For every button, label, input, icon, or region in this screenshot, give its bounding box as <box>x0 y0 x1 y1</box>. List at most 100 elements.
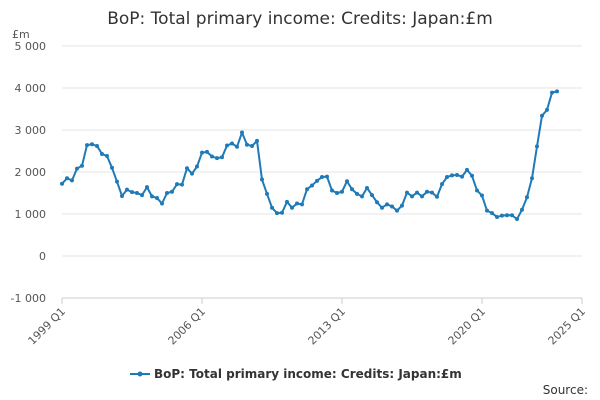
data-point[interactable] <box>370 193 374 198</box>
data-point[interactable] <box>110 165 114 170</box>
data-point[interactable] <box>415 190 419 195</box>
data-point[interactable] <box>310 183 314 188</box>
data-point[interactable] <box>445 175 449 180</box>
data-point[interactable] <box>215 156 219 161</box>
data-point[interactable] <box>520 207 524 212</box>
data-point[interactable] <box>525 195 529 200</box>
data-point[interactable] <box>200 150 204 155</box>
data-point[interactable] <box>275 211 279 216</box>
data-point[interactable] <box>115 179 119 184</box>
data-point[interactable] <box>390 204 394 209</box>
data-point[interactable] <box>335 191 339 195</box>
data-point[interactable] <box>105 154 109 159</box>
data-point[interactable] <box>60 181 64 186</box>
data-point[interactable] <box>150 194 154 199</box>
data-point[interactable] <box>380 205 384 210</box>
data-point[interactable] <box>475 188 479 193</box>
data-point[interactable] <box>125 187 129 192</box>
data-point[interactable] <box>90 142 94 147</box>
data-point[interactable] <box>545 107 549 112</box>
data-point[interactable] <box>190 171 194 176</box>
data-point[interactable] <box>300 202 304 207</box>
data-point[interactable] <box>95 143 99 148</box>
data-point[interactable] <box>145 185 149 190</box>
data-point[interactable] <box>250 143 254 148</box>
data-point[interactable] <box>485 208 489 213</box>
data-point[interactable] <box>75 166 79 171</box>
data-point[interactable] <box>420 194 424 199</box>
data-point[interactable] <box>460 174 464 179</box>
data-point[interactable] <box>210 154 214 159</box>
data-point[interactable] <box>450 173 454 178</box>
data-point[interactable] <box>140 193 144 198</box>
data-point[interactable] <box>170 189 174 194</box>
data-point[interactable] <box>235 144 239 149</box>
data-point[interactable] <box>325 174 329 179</box>
data-point[interactable] <box>555 89 559 94</box>
data-point[interactable] <box>195 164 199 169</box>
data-point[interactable] <box>515 217 519 222</box>
data-point[interactable] <box>180 182 184 187</box>
data-point[interactable] <box>305 187 309 192</box>
data-point[interactable] <box>165 191 169 195</box>
data-point[interactable] <box>120 193 124 198</box>
data-point[interactable] <box>260 177 264 182</box>
data-point[interactable] <box>425 189 429 194</box>
data-point[interactable] <box>350 187 354 192</box>
data-point[interactable] <box>435 194 439 199</box>
data-point[interactable] <box>465 167 469 172</box>
data-point[interactable] <box>505 213 509 218</box>
data-point[interactable] <box>265 191 269 196</box>
data-point[interactable] <box>455 172 459 177</box>
data-point[interactable] <box>540 113 544 118</box>
data-point[interactable] <box>395 208 399 213</box>
data-point[interactable] <box>550 90 554 95</box>
data-point[interactable] <box>175 182 179 187</box>
data-point[interactable] <box>185 166 189 171</box>
data-point[interactable] <box>385 202 389 207</box>
data-point[interactable] <box>375 200 379 205</box>
data-point[interactable] <box>410 194 414 199</box>
data-point[interactable] <box>495 214 499 219</box>
data-point[interactable] <box>80 163 84 168</box>
data-point[interactable] <box>490 211 494 216</box>
data-point[interactable] <box>70 178 74 183</box>
data-point[interactable] <box>400 203 404 208</box>
data-point[interactable] <box>220 155 224 160</box>
data-point[interactable] <box>65 176 69 181</box>
data-point[interactable] <box>255 138 259 143</box>
data-point[interactable] <box>510 213 514 218</box>
data-point[interactable] <box>535 144 539 149</box>
data-point[interactable] <box>500 213 504 218</box>
data-point[interactable] <box>330 188 334 193</box>
data-point[interactable] <box>440 182 444 187</box>
data-point[interactable] <box>340 189 344 194</box>
data-point[interactable] <box>280 210 284 215</box>
legend[interactable]: BoP: Total primary income: Credits: Japa… <box>130 367 462 381</box>
data-point[interactable] <box>360 194 364 199</box>
data-point[interactable] <box>345 179 349 184</box>
data-point[interactable] <box>270 205 274 210</box>
data-point[interactable] <box>135 191 139 195</box>
data-point[interactable] <box>230 141 234 146</box>
data-point[interactable] <box>530 176 534 181</box>
data-point[interactable] <box>480 193 484 198</box>
data-point[interactable] <box>295 201 299 206</box>
data-point[interactable] <box>365 185 369 190</box>
data-point[interactable] <box>130 190 134 195</box>
data-point[interactable] <box>85 143 89 148</box>
data-point[interactable] <box>160 201 164 206</box>
data-point[interactable] <box>470 173 474 178</box>
data-point[interactable] <box>315 178 319 183</box>
data-point[interactable] <box>100 151 104 156</box>
data-point[interactable] <box>430 190 434 195</box>
data-point[interactable] <box>155 196 159 201</box>
data-point[interactable] <box>245 142 249 147</box>
data-point[interactable] <box>285 199 289 204</box>
data-point[interactable] <box>225 143 229 148</box>
data-point[interactable] <box>290 205 294 210</box>
data-point[interactable] <box>320 175 324 180</box>
data-point[interactable] <box>355 191 359 196</box>
data-point[interactable] <box>205 149 209 154</box>
data-point[interactable] <box>405 190 409 195</box>
